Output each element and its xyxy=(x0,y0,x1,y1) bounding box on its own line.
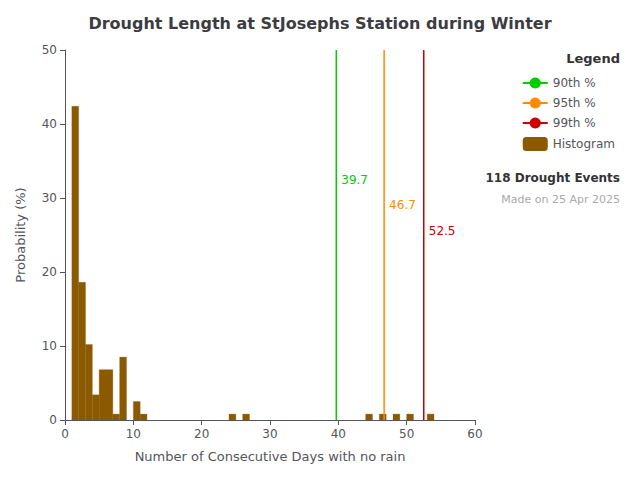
svg-text:95th %: 95th % xyxy=(553,96,596,110)
svg-text:Drought Length at StJosephs St: Drought Length at StJosephs Station duri… xyxy=(88,14,551,33)
svg-text:10: 10 xyxy=(42,339,57,353)
svg-text:30: 30 xyxy=(262,427,277,441)
svg-text:Probability (%): Probability (%) xyxy=(13,187,28,282)
svg-text:10: 10 xyxy=(126,427,141,441)
svg-text:Histogram: Histogram xyxy=(553,137,615,151)
svg-text:50: 50 xyxy=(399,427,414,441)
svg-text:60: 60 xyxy=(467,427,482,441)
svg-text:40: 40 xyxy=(42,117,57,131)
svg-text:Legend: Legend xyxy=(566,51,620,66)
svg-text:52.5: 52.5 xyxy=(429,224,456,238)
svg-text:20: 20 xyxy=(42,265,57,279)
svg-text:0: 0 xyxy=(61,427,69,441)
svg-text:Made on 25 Apr 2025: Made on 25 Apr 2025 xyxy=(501,193,620,206)
svg-text:90th %: 90th % xyxy=(553,76,596,90)
svg-text:39.7: 39.7 xyxy=(341,173,368,187)
svg-text:118 Drought Events: 118 Drought Events xyxy=(485,171,620,185)
svg-text:46.7: 46.7 xyxy=(389,198,416,212)
svg-text:30: 30 xyxy=(42,191,57,205)
svg-text:40: 40 xyxy=(331,427,346,441)
svg-text:50: 50 xyxy=(42,43,57,57)
svg-text:99th %: 99th % xyxy=(553,116,596,130)
svg-text:Number of Consecutive Days wit: Number of Consecutive Days with no rain xyxy=(135,449,406,464)
svg-text:20: 20 xyxy=(194,427,209,441)
svg-text:0: 0 xyxy=(49,413,57,427)
